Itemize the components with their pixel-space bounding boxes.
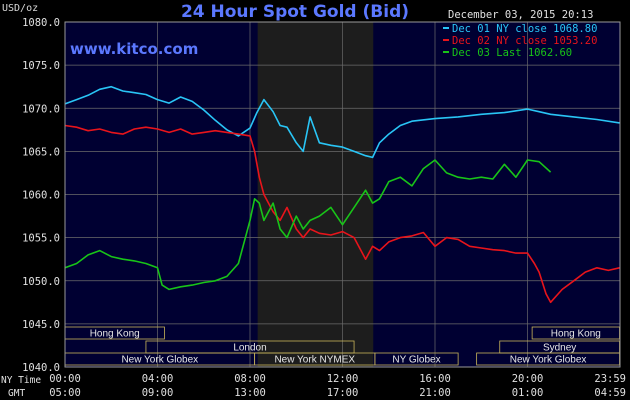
market-session-label: New York Globex: [510, 355, 587, 366]
market-session-box: [374, 352, 459, 366]
y-tick-label: 1065.0: [22, 146, 60, 158]
x-tick-gmt: 09:00: [142, 387, 174, 399]
ny-time-label: NY Time: [1, 375, 41, 386]
series-line-2: [64, 159, 552, 291]
market-session-label: Sydney: [543, 343, 576, 354]
date-label: December 03, 2015 20:13: [448, 9, 593, 21]
market-session-label: London: [233, 343, 266, 354]
market-session-label: NY Globex: [392, 355, 440, 366]
x-tick-ny: 12:00: [327, 373, 359, 385]
y-tick-label: 1045.0: [22, 319, 60, 331]
x-tick-ny: 08:00: [234, 373, 266, 385]
units-label: USD/oz: [2, 3, 38, 14]
x-axis-labels: NY Time GMT 00:00 05:00 04:00 09:00 08:00 13:00…: [1, 373, 626, 399]
market-session-label: New York NYMEX: [274, 355, 355, 366]
market-session-label: New York Globex: [121, 355, 198, 366]
gmt-label: GMT: [8, 388, 25, 399]
y-tick-label: 1060.0: [22, 190, 60, 202]
plot-border: [64, 21, 621, 368]
y-axis-labels: 1080.0 1075.0 1070.0 1065.0 1060.0 1055.0 1050…: [22, 17, 60, 374]
x-tick-gmt: 17:00: [327, 387, 359, 399]
market-session-label: Hong Kong: [551, 329, 601, 340]
legend-entry: Dec 03 Last 1062.60: [452, 47, 572, 59]
x-tick-gmt: 05:00: [49, 387, 81, 399]
kitco-watermark: www.kitco.com: [70, 40, 198, 58]
grid-lines: [65, 22, 620, 367]
x-tick-gmt: 21:00: [419, 387, 451, 399]
x-tick-gmt: 04:59: [594, 387, 626, 399]
chart-title: 24 Hour Spot Gold (Bid): [181, 2, 409, 22]
legend-entry: Dec 02 NY close 1053.20: [452, 35, 597, 47]
x-tick-ny: 20:00: [512, 373, 544, 385]
x-tick-gmt: 01:00: [512, 387, 544, 399]
y-tick-label: 1040.0: [22, 362, 60, 374]
y-tick-label: 1055.0: [22, 233, 60, 245]
x-tick-ny: 23:59: [594, 373, 626, 385]
x-tick-ny: 04:00: [142, 373, 174, 385]
x-tick-ny: 16:00: [419, 373, 451, 385]
series-line-0: [64, 85, 620, 159]
market-session-label: Hong Kong: [90, 329, 140, 340]
y-tick-label: 1070.0: [22, 103, 60, 115]
legend-entry: Dec 01 NY close 1068.80: [452, 23, 597, 35]
price-series: [64, 85, 620, 304]
y-tick-label: 1050.0: [22, 276, 60, 288]
series-line-1: [64, 124, 620, 304]
y-tick-label: 1080.0: [22, 17, 60, 29]
x-tick-gmt: 13:00: [234, 387, 266, 399]
x-tick-ny: 00:00: [49, 373, 81, 385]
y-tick-label: 1075.0: [22, 60, 60, 72]
